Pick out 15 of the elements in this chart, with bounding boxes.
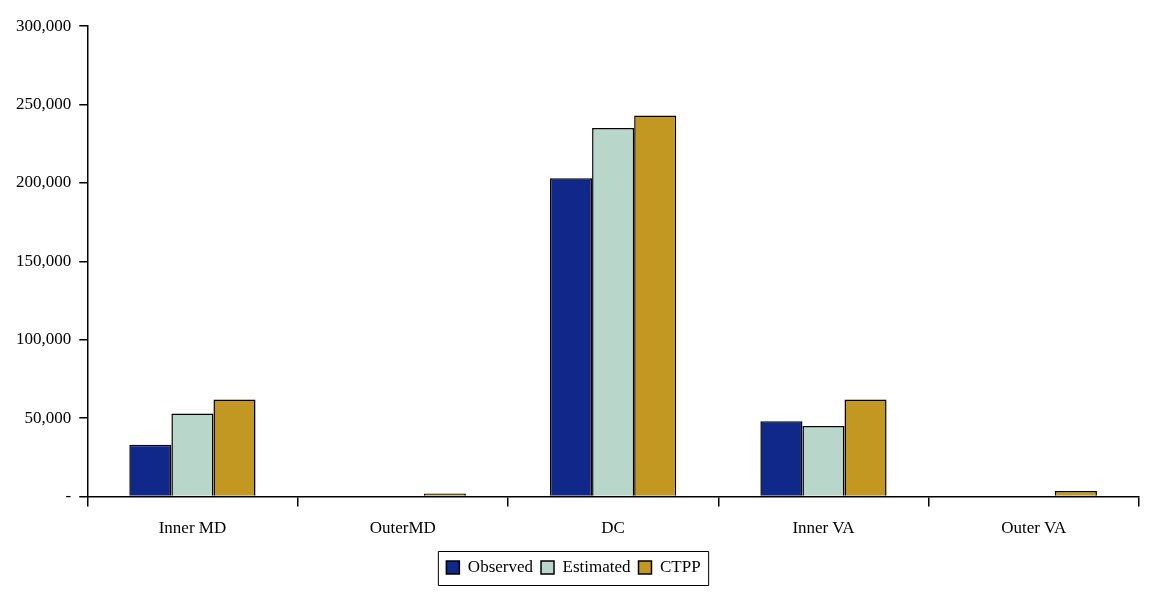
- y-tick-label: 100,000: [16, 329, 72, 349]
- legend-label: Estimated: [562, 556, 631, 576]
- x-tick-label: Inner VA: [792, 518, 856, 538]
- legend-label: Observed: [467, 556, 534, 576]
- y-tick-label: -: [65, 486, 72, 506]
- x-tick-label: Outer VA: [1001, 518, 1068, 538]
- y-tick-label: 150,000: [16, 250, 72, 270]
- y-tick-label: 50,000: [24, 407, 72, 427]
- x-tick-label: DC: [601, 518, 625, 538]
- x-tick-label: OuterMD: [369, 518, 436, 538]
- y-tick-label: 200,000: [16, 172, 72, 192]
- y-tick-label: 300,000: [16, 15, 72, 35]
- y-tick-label: 250,000: [16, 94, 72, 114]
- legend-label: CTPP: [660, 556, 701, 576]
- x-tick-label: Inner MD: [158, 518, 227, 538]
